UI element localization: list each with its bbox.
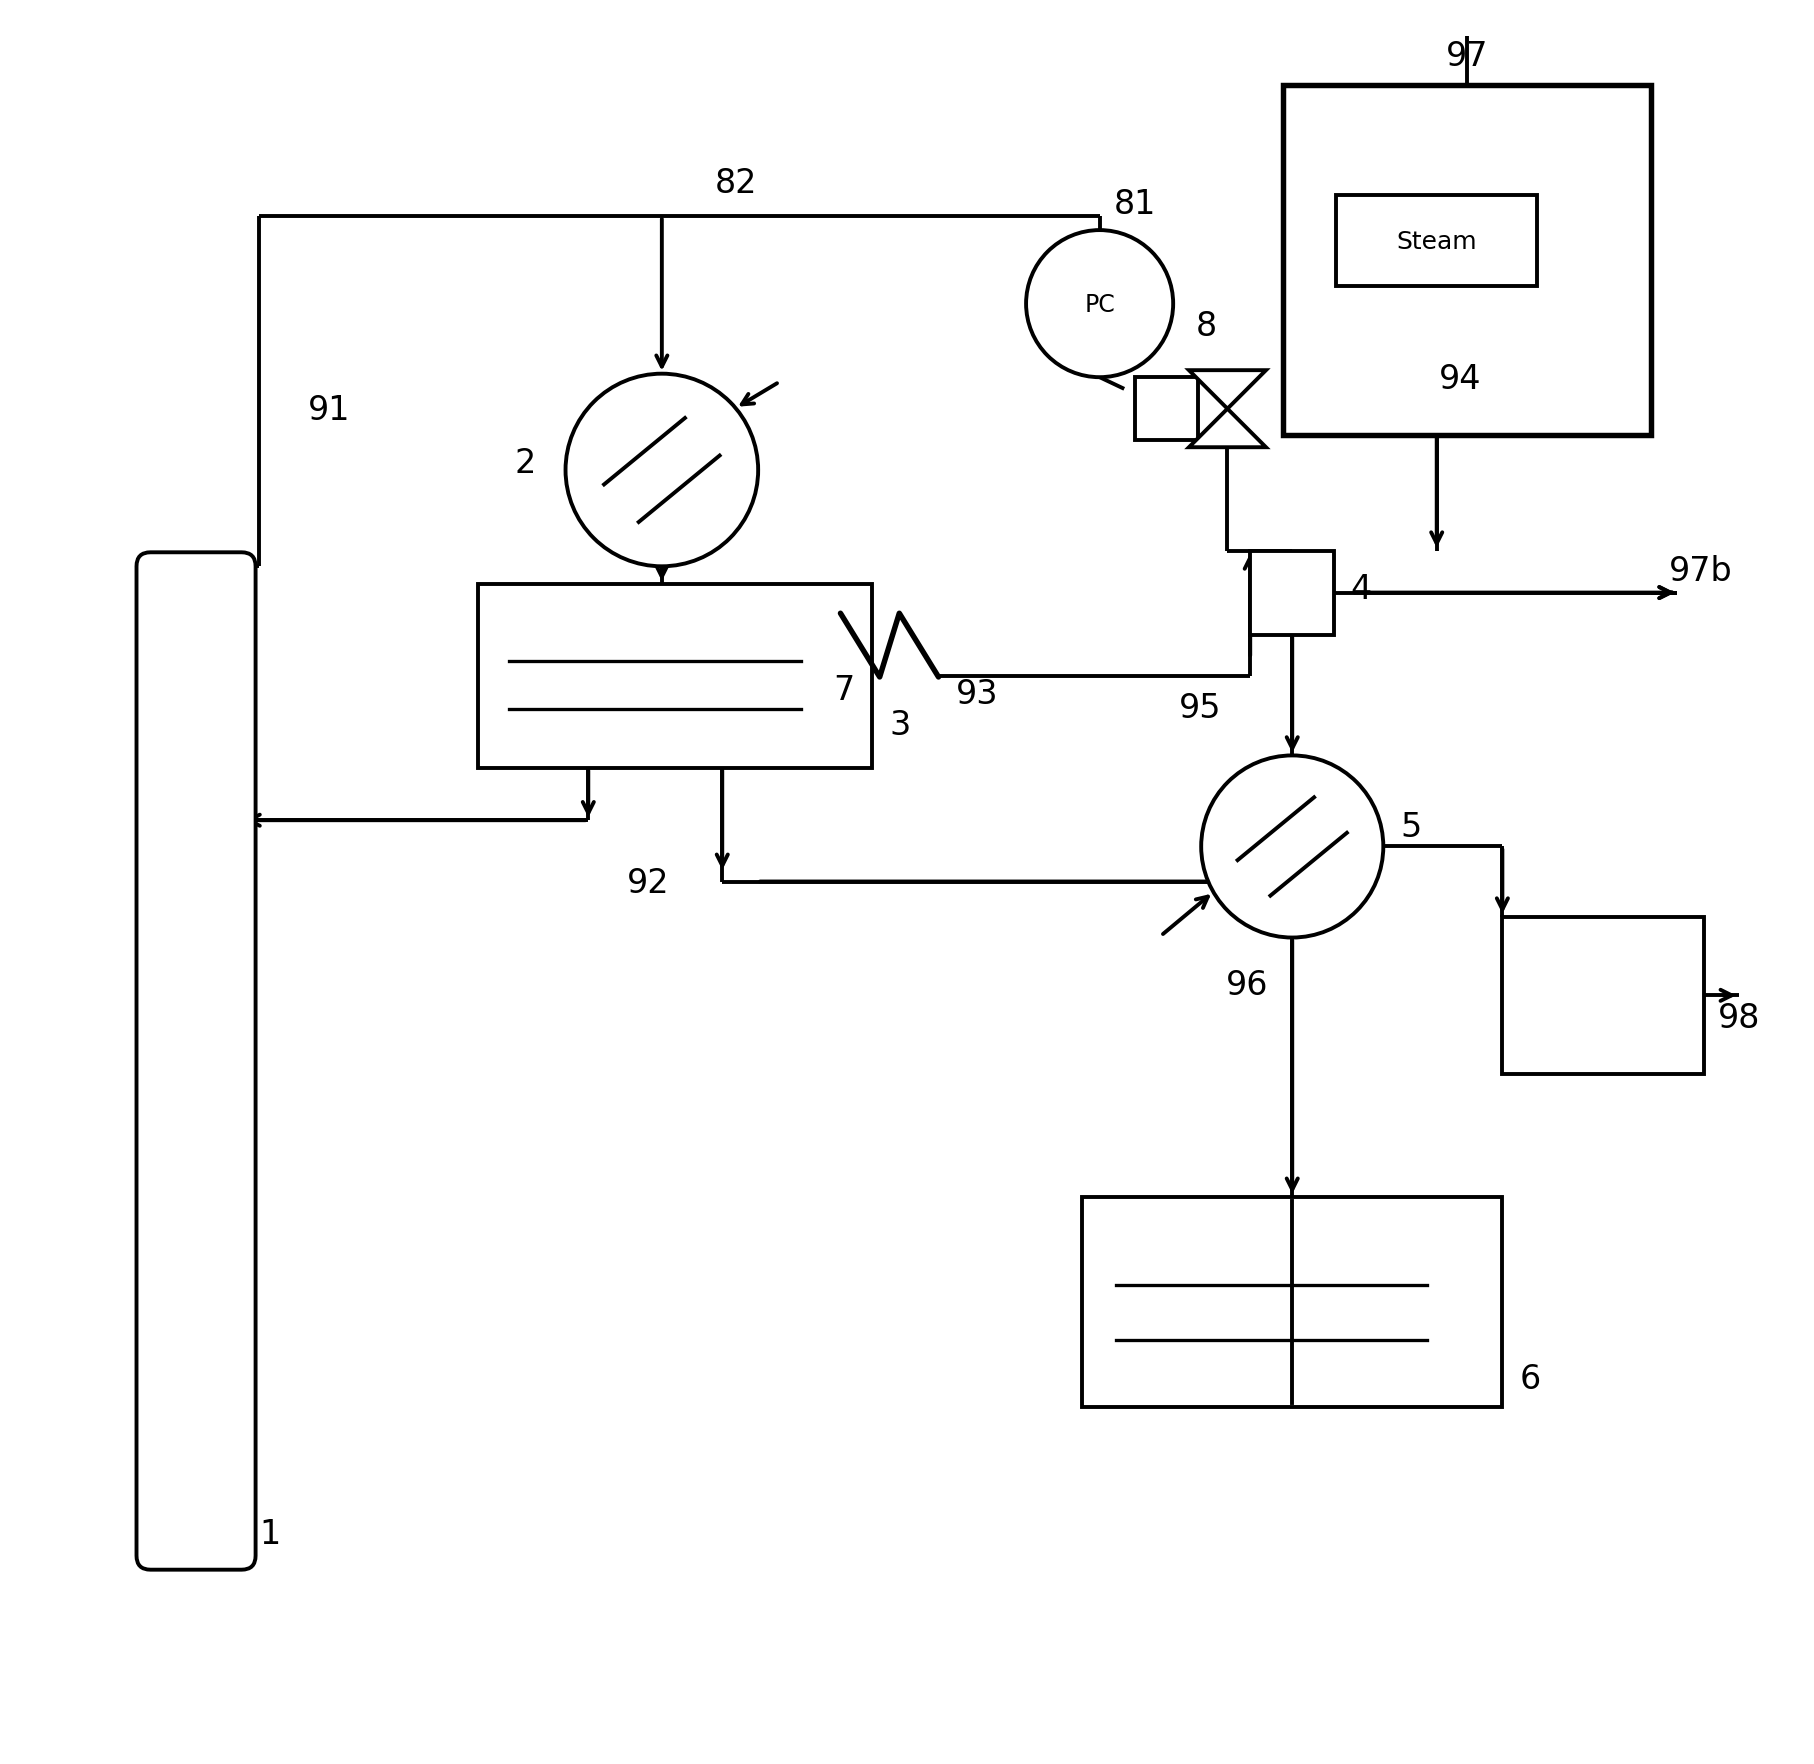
- FancyBboxPatch shape: [136, 552, 256, 1570]
- Text: 95: 95: [1179, 691, 1221, 725]
- Text: 91: 91: [308, 393, 350, 427]
- Bar: [1134, 377, 1197, 441]
- Text: 93: 93: [956, 677, 998, 711]
- Text: 8: 8: [1195, 310, 1217, 342]
- Bar: [1284, 86, 1651, 436]
- Text: PC: PC: [1085, 293, 1116, 316]
- Text: 81: 81: [1114, 187, 1156, 220]
- Circle shape: [566, 374, 758, 566]
- Text: 97b: 97b: [1669, 556, 1732, 587]
- Text: 5: 5: [1400, 810, 1422, 843]
- Bar: [1337, 196, 1538, 288]
- Polygon shape: [1188, 409, 1266, 448]
- Circle shape: [1027, 231, 1174, 377]
- Text: 4: 4: [1350, 573, 1371, 605]
- Text: 98: 98: [1718, 1002, 1760, 1034]
- Text: 97: 97: [1446, 41, 1489, 74]
- Text: 96: 96: [1226, 968, 1268, 1000]
- Text: 3: 3: [889, 709, 911, 743]
- Bar: [477, 584, 873, 769]
- Text: 82: 82: [715, 166, 756, 199]
- Text: 7: 7: [833, 674, 854, 707]
- Circle shape: [1201, 757, 1384, 938]
- Text: 92: 92: [628, 866, 669, 900]
- Text: 2: 2: [515, 446, 537, 480]
- Text: 1: 1: [259, 1517, 281, 1551]
- Text: 6: 6: [1520, 1362, 1542, 1395]
- Bar: [1502, 917, 1703, 1074]
- Bar: [1083, 1198, 1502, 1408]
- Polygon shape: [1188, 370, 1266, 409]
- Text: Steam: Steam: [1397, 229, 1477, 254]
- Bar: [1250, 550, 1335, 635]
- Text: 94: 94: [1439, 362, 1482, 395]
